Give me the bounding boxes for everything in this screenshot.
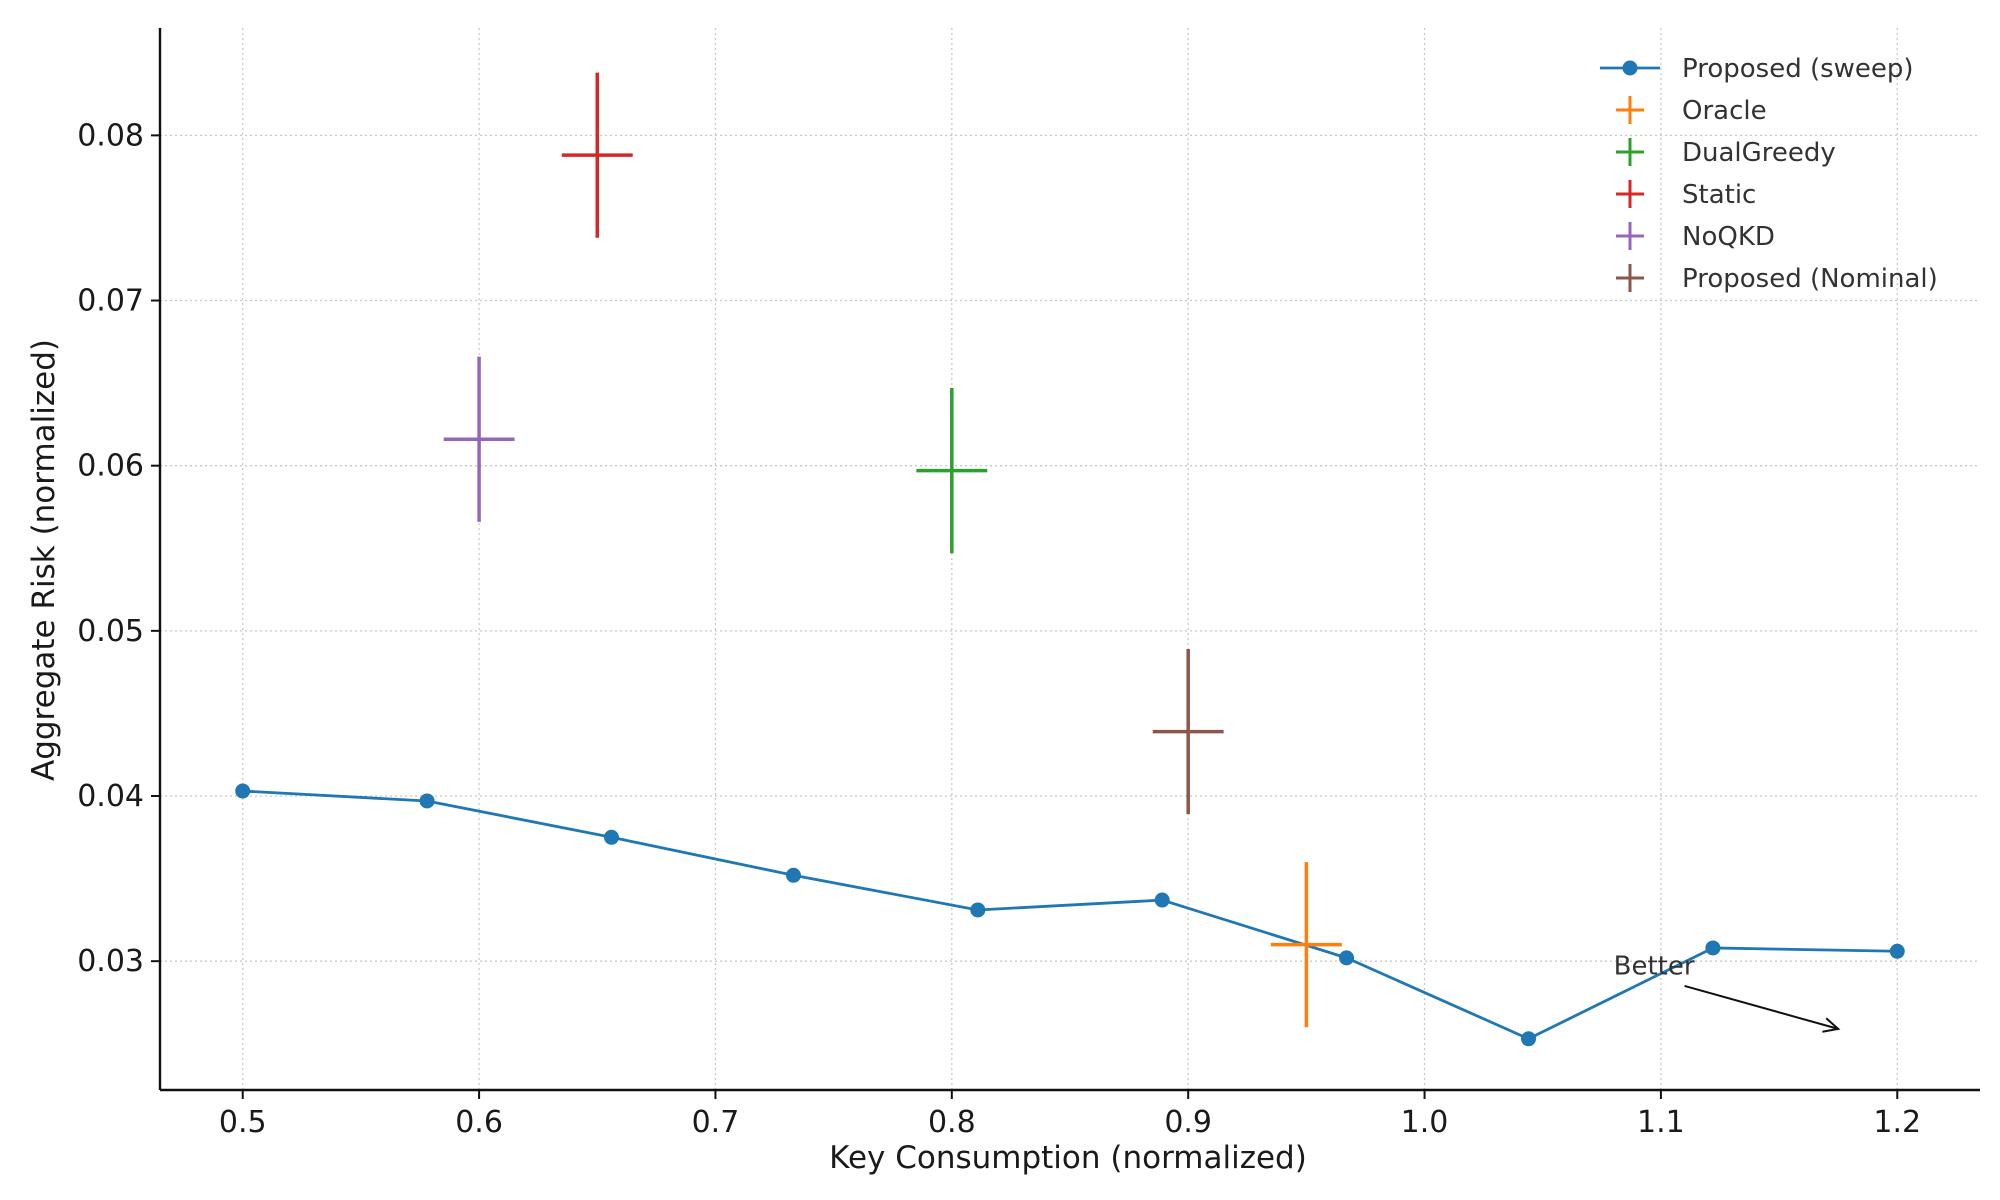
x-tick-label: 1.0 [1401, 1105, 1449, 1140]
sweep-line [242, 789, 1898, 1041]
sweep-point [1889, 943, 1905, 959]
legend-label: Proposed (Nominal) [1682, 264, 1938, 294]
sweep-point [603, 829, 619, 845]
grid-layer [160, 28, 1980, 1090]
y-tick-label: 0.08 [77, 118, 144, 153]
sweep-point [785, 867, 801, 883]
y-axis-label: Aggregate Risk (normalized) [26, 339, 62, 781]
x-axis-label: Key Consumption (normalized) [829, 1140, 1307, 1176]
sweep-point [970, 902, 986, 918]
data-layer [235, 72, 1905, 1047]
legend-label: DualGreedy [1682, 138, 1836, 168]
annotation-layer: Better [1614, 951, 1841, 1033]
axes-layer: 0.5 0.6 0.7 0.8 0.9 1.0 1.1 1.2 0.03 0.04 0.05 0.06… [77, 28, 1980, 1140]
legend-label: NoQKD [1682, 222, 1775, 252]
y-tick-label: 0.04 [77, 779, 144, 814]
y-tick-label: 0.07 [77, 284, 144, 319]
annotation-arrow [1684, 984, 1839, 1030]
annotation-arrowhead [1822, 1017, 1841, 1033]
x-tick-label: 0.8 [928, 1105, 976, 1140]
x-tick-label: 1.2 [1873, 1105, 1921, 1140]
x-tick-label: 0.9 [1164, 1105, 1212, 1140]
sweep-point [1521, 1031, 1537, 1047]
sweep-point [1705, 940, 1721, 956]
x-tick-label: 0.5 [219, 1105, 267, 1140]
x-tick-label: 1.1 [1637, 1105, 1685, 1140]
legend-label: Oracle [1682, 96, 1767, 126]
x-tick-label: 0.6 [455, 1105, 503, 1140]
y-tick-label: 0.05 [77, 614, 144, 649]
y-tick-label: 0.03 [77, 944, 144, 979]
annotation-text: Better [1614, 951, 1695, 981]
y-tick-label: 0.06 [77, 449, 144, 484]
legend-label: Proposed (sweep) [1682, 54, 1914, 84]
legend-label: Static [1682, 180, 1756, 210]
sweep-point [419, 793, 435, 809]
legend: Proposed (sweep) Oracle DualGreedy Static No… [1600, 54, 1938, 294]
sweep-point [1154, 892, 1170, 908]
sweep-point [235, 783, 251, 799]
sweep-point [1339, 950, 1355, 966]
x-tick-label: 0.7 [692, 1105, 740, 1140]
legend-marker [1622, 60, 1638, 76]
